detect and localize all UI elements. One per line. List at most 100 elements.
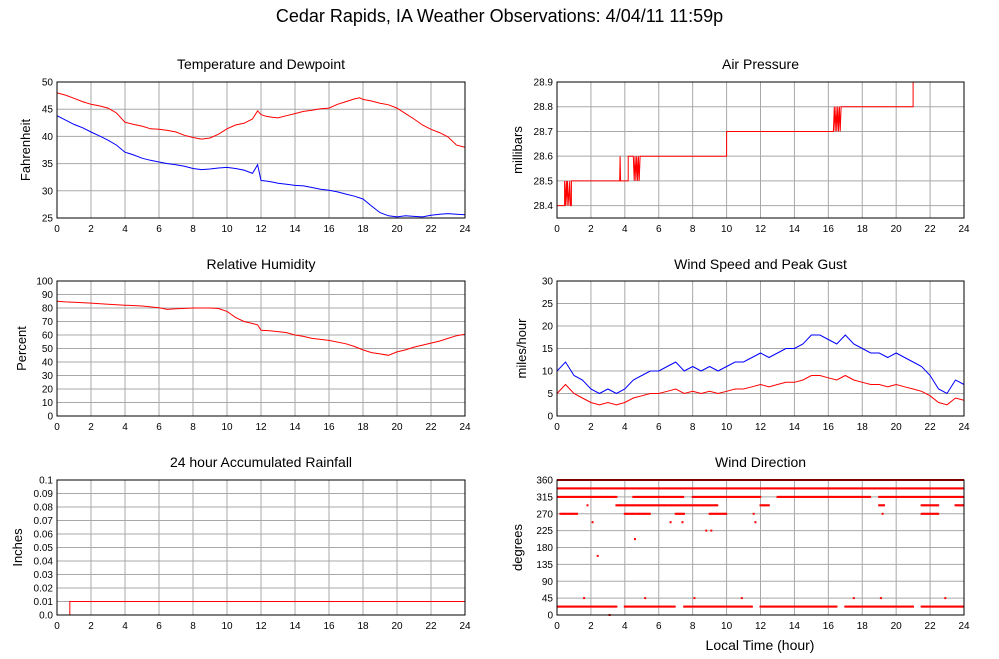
direction-point — [877, 487, 880, 490]
direction-point — [684, 504, 687, 507]
direction-point — [777, 605, 780, 608]
direction-point — [632, 495, 635, 498]
direction-point — [743, 605, 746, 608]
direction-point — [703, 504, 706, 507]
y-axis-label: miles/hour — [514, 318, 529, 379]
direction-point — [817, 605, 820, 608]
direction-point — [698, 487, 701, 490]
direction-point — [800, 487, 803, 490]
direction-point — [738, 495, 740, 498]
direction-point — [881, 495, 884, 498]
direction-point — [962, 495, 964, 498]
data-layer — [557, 81, 964, 207]
x-tick-label: 10 — [221, 422, 233, 433]
direction-point — [575, 605, 577, 608]
direction-point — [611, 487, 614, 490]
direction-point — [642, 504, 645, 507]
direction-point — [604, 605, 607, 608]
data-layer — [557, 334, 964, 406]
direction-point — [790, 495, 793, 498]
direction-point — [613, 495, 615, 498]
direction-point — [641, 504, 644, 507]
direction-point — [683, 487, 685, 490]
direction-point — [753, 487, 756, 490]
x-tick-label: 22 — [425, 422, 437, 433]
direction-point — [828, 605, 831, 608]
direction-point — [748, 605, 751, 608]
direction-point — [564, 512, 567, 515]
direction-point — [788, 605, 790, 608]
direction-point — [955, 605, 957, 608]
direction-point — [808, 495, 811, 498]
direction-point — [693, 504, 696, 507]
x-tick-label: 18 — [357, 621, 369, 632]
x-tick-label: 2 — [588, 224, 594, 235]
direction-point — [639, 512, 642, 515]
direction-point — [776, 605, 779, 608]
direction-point — [694, 487, 697, 490]
direction-point — [787, 487, 790, 490]
direction-point — [764, 487, 767, 490]
direction-point — [785, 487, 788, 490]
direction-point — [851, 495, 854, 498]
x-tick-label: 18 — [357, 224, 369, 235]
direction-point — [665, 495, 668, 498]
direction-point — [888, 495, 891, 498]
direction-point — [658, 495, 661, 498]
direction-point — [920, 605, 923, 608]
direction-point — [812, 605, 815, 608]
direction-point — [703, 495, 706, 498]
direction-point — [950, 487, 953, 490]
direction-point — [601, 487, 604, 490]
direction-point — [761, 605, 764, 608]
direction-point — [883, 605, 886, 608]
direction-point — [679, 512, 682, 515]
direction-point — [925, 504, 928, 507]
direction-point — [943, 487, 945, 490]
direction-point — [759, 495, 762, 498]
direction-point — [642, 512, 645, 515]
direction-point — [671, 504, 674, 507]
direction-point — [559, 512, 562, 515]
direction-point — [786, 495, 788, 498]
direction-point — [801, 487, 804, 490]
direction-point — [903, 605, 906, 608]
direction-point — [923, 495, 926, 498]
direction-point — [890, 495, 893, 498]
direction-point — [870, 605, 873, 608]
direction-point — [648, 605, 651, 608]
direction-point — [912, 487, 915, 490]
direction-point — [678, 504, 681, 507]
direction-point — [670, 605, 673, 608]
direction-point — [727, 495, 730, 498]
direction-point — [573, 512, 576, 515]
direction-point — [956, 605, 959, 608]
direction-point — [777, 495, 780, 498]
direction-point — [632, 504, 634, 507]
direction-point — [949, 495, 952, 498]
direction-point — [565, 512, 568, 515]
direction-point — [602, 605, 605, 608]
direction-point — [725, 512, 728, 515]
direction-point — [840, 487, 843, 490]
direction-point — [563, 495, 566, 498]
direction-point — [691, 495, 694, 498]
direction-point — [818, 487, 821, 490]
direction-point — [655, 487, 658, 490]
direction-point — [906, 495, 909, 498]
direction-point — [920, 512, 923, 515]
direction-point — [647, 512, 650, 515]
direction-point — [645, 512, 648, 515]
direction-point — [896, 495, 898, 498]
direction-point — [733, 605, 735, 608]
direction-point — [702, 487, 704, 490]
y-tick-label: 45 — [542, 594, 554, 605]
direction-point — [779, 605, 782, 608]
direction-band-337.5 — [557, 487, 964, 490]
direction-point — [925, 487, 928, 490]
x-tick-label: 4 — [122, 422, 128, 433]
direction-point — [565, 487, 568, 490]
direction-point — [916, 487, 919, 490]
direction-point — [715, 605, 718, 608]
direction-point — [692, 487, 695, 490]
